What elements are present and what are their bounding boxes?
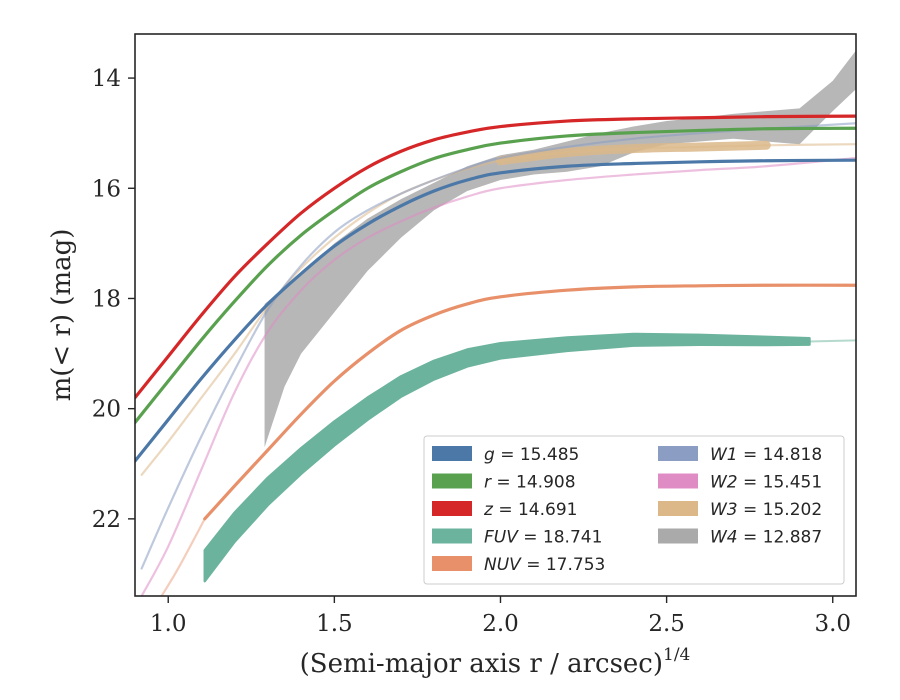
legend-label-w1: W1 = 14.818 xyxy=(710,445,822,465)
legend-swatch-g xyxy=(432,446,472,461)
legend-entry-w3: W3 = 15.202 xyxy=(658,500,822,520)
legend: g = 15.485 r = 14.908 z = 14.691 FUV = 18.7… xyxy=(423,435,845,585)
y-tick-label: 14 xyxy=(92,66,121,92)
legend-entry-w2: W2 = 15.451 xyxy=(658,473,822,493)
legend-swatch-r xyxy=(432,473,472,489)
legend-swatch-z xyxy=(432,501,472,516)
x-tick-label: 1.0 xyxy=(150,611,187,637)
x-tick-label: 3.0 xyxy=(814,611,851,637)
x-tick-label: 1.5 xyxy=(316,611,353,637)
legend-entry-r: r = 14.908 xyxy=(432,473,576,493)
legend-frame xyxy=(423,435,845,585)
legend-entry-nuv: NUV = 17.753 xyxy=(432,555,605,575)
series-g-line xyxy=(135,158,856,463)
x-axis-label-exponent: 1/4 xyxy=(663,645,690,665)
legend-swatch-w2 xyxy=(658,473,698,489)
series-fuv-extension xyxy=(809,339,856,343)
legend-entry-w1: W1 = 14.818 xyxy=(658,445,822,465)
legend-swatch-w1 xyxy=(658,446,698,461)
y-tick-label: 22 xyxy=(92,507,121,533)
legend-swatch-fuv xyxy=(432,528,472,544)
legend-label-w4: W4 = 12.887 xyxy=(710,528,822,548)
series-w3-band xyxy=(495,140,771,166)
x-tick-label: 2.5 xyxy=(648,611,685,637)
series-w1-line xyxy=(140,122,856,570)
legend-entry-g: g = 15.485 xyxy=(432,445,579,465)
ticks-layer: 1.0 1.5 2.0 2.5 3.0 14 16 18 20 22 xyxy=(92,66,851,637)
legend-label-z: z = 14.691 xyxy=(483,500,577,520)
legend-label-fuv: FUV = 18.741 xyxy=(484,528,602,548)
legend-entry-z: z = 14.691 xyxy=(432,500,577,520)
legend-entry-fuv: FUV = 18.741 xyxy=(432,528,602,548)
legend-label-w3: W3 = 15.202 xyxy=(710,500,822,520)
series-nuv-faint-start xyxy=(160,518,206,596)
series-nuv-line xyxy=(203,283,856,521)
y-tick-label: 20 xyxy=(92,397,121,423)
y-axis-label: m(< r) (mag) xyxy=(47,229,77,402)
legend-swatch-w3 xyxy=(658,501,698,516)
plot-frame xyxy=(134,33,857,597)
y-tick-label: 16 xyxy=(92,176,121,202)
legend-swatch-w4 xyxy=(658,528,698,544)
series-w2-line xyxy=(140,156,856,596)
series-w4-band xyxy=(264,50,856,448)
legend-items: g = 15.485 r = 14.908 z = 14.691 FUV = 18.7… xyxy=(432,445,822,575)
legend-label-g: g = 15.485 xyxy=(484,445,579,465)
legend-label-r: r = 14.908 xyxy=(484,473,576,493)
legend-swatch-nuv xyxy=(432,556,472,571)
x-axis-label-text: (Semi-major axis r / arcsec) xyxy=(300,649,663,679)
x-tick-label: 2.0 xyxy=(482,611,519,637)
series-layer xyxy=(135,50,856,596)
series-z-line xyxy=(135,114,856,400)
x-axis-label: (Semi-major axis r / arcsec)1/4 xyxy=(300,645,691,679)
series-fuv-band xyxy=(203,332,811,583)
legend-label-w2: W2 = 15.451 xyxy=(710,473,822,493)
legend-label-nuv: NUV = 17.753 xyxy=(484,555,605,575)
series-r-line xyxy=(135,126,856,425)
legend-entry-w4: W4 = 12.887 xyxy=(658,528,822,548)
plot-area xyxy=(135,50,856,596)
y-tick-label: 18 xyxy=(92,286,121,312)
